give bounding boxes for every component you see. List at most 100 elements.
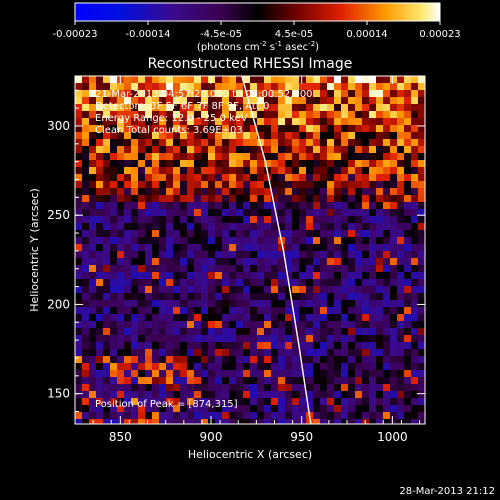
heatmap-cell xyxy=(376,335,383,342)
heatmap-cell xyxy=(362,349,369,356)
heatmap-cell xyxy=(299,188,306,195)
heatmap-cell xyxy=(173,174,180,181)
heatmap-cell xyxy=(145,335,152,342)
heatmap-cell xyxy=(138,279,145,286)
heatmap-cell xyxy=(271,167,278,174)
heatmap-cell xyxy=(215,83,222,90)
heatmap-cell xyxy=(194,419,201,424)
heatmap-cell xyxy=(390,321,397,328)
heatmap-cell xyxy=(173,244,180,251)
heatmap-cell xyxy=(159,398,166,405)
heatmap-cell xyxy=(257,391,264,398)
heatmap-cell xyxy=(341,328,348,335)
heatmap-cell xyxy=(131,118,138,125)
heatmap-cell xyxy=(187,188,194,195)
heatmap-cell xyxy=(215,398,222,405)
heatmap-cell xyxy=(124,377,131,384)
heatmap-cell xyxy=(138,195,145,202)
heatmap-cell xyxy=(89,167,96,174)
heatmap-cell xyxy=(404,300,411,307)
heatmap-cell xyxy=(334,209,341,216)
heatmap-cell xyxy=(257,97,264,104)
heatmap-cell xyxy=(152,335,159,342)
heatmap-cell xyxy=(145,342,152,349)
heatmap-cell xyxy=(243,328,250,335)
heatmap-cell xyxy=(306,279,313,286)
heatmap-cell xyxy=(82,188,89,195)
heatmap-cell xyxy=(194,230,201,237)
heatmap-cell xyxy=(320,314,327,321)
heatmap-cell xyxy=(348,195,355,202)
heatmap-cell xyxy=(138,258,145,265)
heatmap-cell xyxy=(278,314,285,321)
heatmap-cell xyxy=(313,223,320,230)
heatmap-cell xyxy=(166,321,173,328)
heatmap-cell xyxy=(285,146,292,153)
heatmap-cell xyxy=(411,167,418,174)
heatmap-cell xyxy=(320,76,327,83)
heatmap-cell xyxy=(404,174,411,181)
heatmap-cell xyxy=(110,391,117,398)
heatmap-cell xyxy=(75,97,82,104)
heatmap-cell xyxy=(383,188,390,195)
heatmap-cell xyxy=(138,83,145,90)
heatmap-cell xyxy=(215,363,222,370)
heatmap-cell xyxy=(159,405,166,412)
heatmap-cell xyxy=(411,160,418,167)
heatmap-cell xyxy=(397,251,404,258)
heatmap-cell xyxy=(110,398,117,405)
heatmap-cell xyxy=(285,230,292,237)
heatmap-cell xyxy=(250,384,257,391)
heatmap-cell xyxy=(173,377,180,384)
heatmap-cell xyxy=(103,83,110,90)
colorbar-tick-label: 0.00014 xyxy=(346,29,387,40)
heatmap-cell xyxy=(369,188,376,195)
heatmap-cell xyxy=(117,216,124,223)
heatmap-cell xyxy=(355,97,362,104)
heatmap-cell xyxy=(96,125,103,132)
heatmap-cell xyxy=(306,384,313,391)
heatmap-cell xyxy=(89,216,96,223)
heatmap-cell xyxy=(292,342,299,349)
heatmap-cell xyxy=(89,349,96,356)
heatmap-cell xyxy=(418,111,425,118)
heatmap-cell xyxy=(215,272,222,279)
heatmap-cell xyxy=(320,216,327,223)
heatmap-cell xyxy=(243,97,250,104)
heatmap-cell xyxy=(383,132,390,139)
heatmap-cell xyxy=(376,125,383,132)
heatmap-cell xyxy=(411,398,418,405)
heatmap-cell xyxy=(201,97,208,104)
heatmap-cell xyxy=(82,328,89,335)
heatmap-cell xyxy=(411,181,418,188)
heatmap-cell xyxy=(397,314,404,321)
heatmap-cell xyxy=(334,223,341,230)
heatmap-cell xyxy=(243,412,250,419)
heatmap-cell xyxy=(264,363,271,370)
heatmap-cell xyxy=(166,265,173,272)
heatmap-cell xyxy=(117,377,124,384)
heatmap-cell xyxy=(75,216,82,223)
heatmap-cell xyxy=(124,349,131,356)
heatmap-cell xyxy=(271,230,278,237)
heatmap-cell xyxy=(355,342,362,349)
heatmap-cell xyxy=(383,223,390,230)
heatmap-cell xyxy=(208,314,215,321)
heatmap-cell xyxy=(292,146,299,153)
heatmap-cell xyxy=(187,258,194,265)
colorbar-tick-label: -0.00023 xyxy=(53,29,98,40)
heatmap-cell xyxy=(96,279,103,286)
heatmap-cell xyxy=(229,419,236,424)
heatmap-cell xyxy=(285,300,292,307)
heatmap-cell xyxy=(187,167,194,174)
heatmap-cell xyxy=(355,118,362,125)
heatmap-cell xyxy=(187,223,194,230)
heatmap-cell xyxy=(82,363,89,370)
heatmap-cell xyxy=(418,202,425,209)
heatmap-cell xyxy=(306,349,313,356)
heatmap-cell xyxy=(376,405,383,412)
heatmap-cell xyxy=(292,132,299,139)
heatmap-cell xyxy=(201,398,208,405)
heatmap-cell xyxy=(299,160,306,167)
heatmap-cell xyxy=(355,139,362,146)
